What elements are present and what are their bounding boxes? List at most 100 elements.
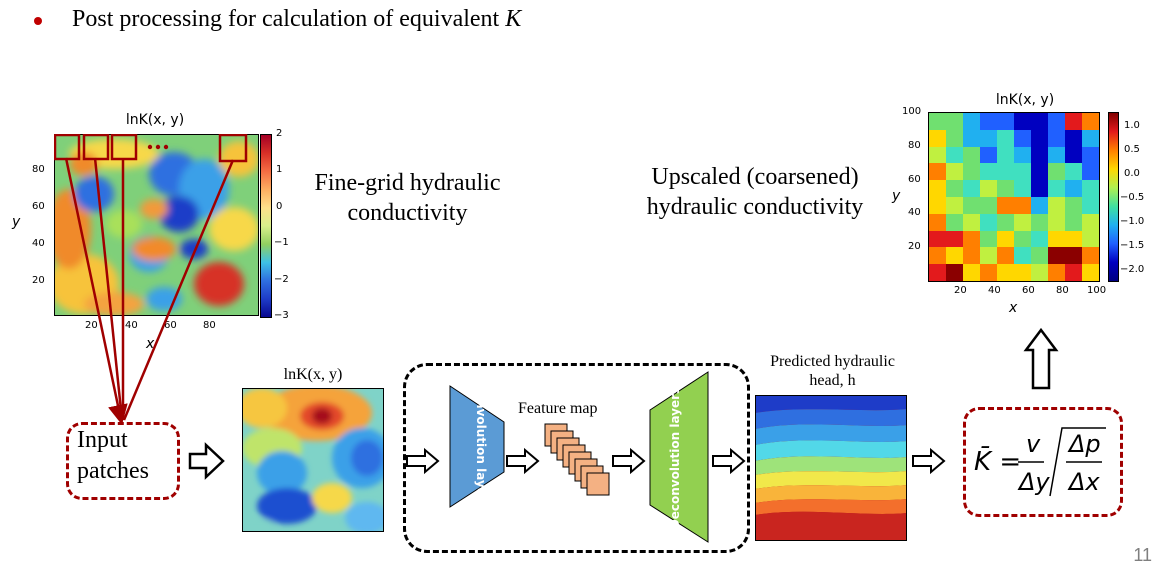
x-axis-label: x bbox=[146, 336, 155, 352]
upscaled-plot: lnK(x, y) 20 40 60 80 100 x 100 80 60 40… bbox=[890, 92, 1160, 322]
grid-cell bbox=[1048, 180, 1065, 197]
grid-cell bbox=[1048, 113, 1065, 130]
right-arrow-icon bbox=[912, 447, 946, 475]
feature-map-stack bbox=[544, 423, 610, 496]
right-arrow-icon bbox=[612, 447, 646, 475]
convolution-layers: Convolution layers bbox=[449, 384, 505, 509]
grid-cell bbox=[929, 213, 946, 231]
grid-cell bbox=[1014, 129, 1031, 147]
colorbar-tick: −1 bbox=[274, 237, 289, 248]
upscaled-caption: Upscaled (coarsened) hydraulic conductiv… bbox=[620, 162, 890, 222]
head-field-title: Predicted hydraulic head, h bbox=[755, 352, 910, 390]
grid-cell bbox=[980, 230, 997, 248]
grid-cell bbox=[946, 163, 963, 181]
grid-cell bbox=[980, 113, 997, 130]
grid-cell bbox=[1065, 129, 1082, 147]
head-title-line2: head, h bbox=[755, 371, 910, 390]
grid-cell bbox=[997, 196, 1014, 214]
up-arrow-icon bbox=[1023, 327, 1059, 390]
colorbar-tick: −1.0 bbox=[1120, 216, 1145, 227]
grid-cell bbox=[1065, 247, 1082, 265]
grid-cell bbox=[980, 163, 997, 181]
colorbar-tick: 2 bbox=[276, 128, 283, 139]
fine-grid-caption: Fine-grid hydraulic conductivity bbox=[290, 168, 525, 228]
small-field-title-text: lnK(x, y) bbox=[283, 366, 343, 383]
y-tick: 20 bbox=[908, 241, 921, 252]
head-title-line2-text: head, h bbox=[809, 372, 856, 389]
small-field-title: lnK(x, y) bbox=[243, 366, 383, 384]
colorbar-tick: 0.5 bbox=[1124, 144, 1140, 155]
grid-cell bbox=[1048, 247, 1065, 265]
grid-cell bbox=[1065, 196, 1082, 214]
fine-grid-title: lnK(x, y) bbox=[125, 112, 185, 128]
grid-cell bbox=[929, 146, 946, 164]
grid-cell bbox=[1014, 247, 1031, 265]
grid-cell bbox=[1065, 180, 1082, 197]
fine-grid-plot: lnK(x, y) bbox=[10, 110, 300, 355]
grid-cell bbox=[963, 163, 980, 181]
conv-label: Convolution layers bbox=[474, 384, 488, 509]
grid-cell bbox=[1031, 129, 1048, 147]
formula-svg: K̄ = v Δy Δp Δx bbox=[974, 427, 1106, 497]
bullet-dot bbox=[34, 17, 42, 25]
grid-cell bbox=[1082, 213, 1099, 231]
feature-map-label: Feature map bbox=[518, 400, 598, 417]
formula-dy: Δy bbox=[1017, 468, 1050, 496]
grid-cell bbox=[997, 264, 1014, 281]
formula-dx: Δx bbox=[1067, 468, 1100, 496]
formula-lhs: K̄ = bbox=[974, 445, 1021, 477]
grid-cell bbox=[946, 264, 963, 281]
formula-box: K̄ = v Δy Δp Δx bbox=[963, 407, 1123, 517]
grid-cell bbox=[946, 247, 963, 265]
y-tick: 100 bbox=[902, 106, 922, 117]
grid-cell bbox=[1031, 196, 1048, 214]
x-tick: 20 bbox=[954, 285, 967, 296]
grid-cell bbox=[980, 213, 997, 231]
colorbar-tick: 1 bbox=[276, 164, 283, 175]
small-lnk-field bbox=[242, 388, 384, 532]
grid-cell bbox=[946, 213, 963, 231]
grid-cell bbox=[1014, 180, 1031, 197]
fine-grid-caption-line2: conductivity bbox=[347, 200, 468, 226]
grid-cell bbox=[1082, 180, 1099, 197]
right-arrow-icon bbox=[188, 442, 225, 480]
grid-cell bbox=[1031, 146, 1048, 164]
grid-cell bbox=[963, 264, 980, 281]
grid-cell bbox=[1048, 230, 1065, 248]
grid-cell bbox=[963, 113, 980, 130]
fine-grid-colorbar bbox=[260, 134, 272, 318]
grid-cell bbox=[997, 180, 1014, 197]
grid-cell bbox=[1065, 113, 1082, 130]
grid-cell bbox=[1048, 196, 1065, 214]
ellipsis-dot bbox=[155, 144, 161, 150]
grid-cell bbox=[929, 163, 946, 181]
slide-title: Post processing for calculation of equiv… bbox=[72, 6, 521, 33]
right-arrow-icon bbox=[506, 447, 540, 475]
grid-cell bbox=[997, 163, 1014, 181]
head-title-line1: Predicted hydraulic bbox=[770, 353, 895, 370]
predicted-head-field bbox=[755, 395, 907, 541]
grid-cell bbox=[980, 146, 997, 164]
right-arrow-icon bbox=[406, 447, 440, 475]
grid-cell bbox=[1014, 264, 1031, 281]
y-tick: 40 bbox=[32, 238, 45, 249]
upscaled-caption-line2: hydraulic conductivity bbox=[646, 194, 864, 220]
grid-cell bbox=[963, 230, 980, 248]
title-text: Post processing for calculation of equiv… bbox=[72, 6, 500, 32]
grid-cell bbox=[997, 247, 1014, 265]
grid-cell bbox=[963, 146, 980, 164]
grid-cell bbox=[1048, 213, 1065, 231]
y-tick: 20 bbox=[32, 275, 45, 286]
grid-cell bbox=[929, 196, 946, 214]
grid-cell bbox=[1031, 213, 1048, 231]
grid-cell bbox=[1048, 163, 1065, 181]
grid-cell bbox=[997, 230, 1014, 248]
grid-cell bbox=[1065, 230, 1082, 248]
grid-cell bbox=[1014, 146, 1031, 164]
input-patches-line2: patches bbox=[77, 458, 149, 484]
ellipsis-dot bbox=[147, 144, 153, 150]
grid-cell bbox=[1031, 230, 1048, 248]
grid-cell bbox=[1065, 146, 1082, 164]
grid-cell bbox=[946, 196, 963, 214]
